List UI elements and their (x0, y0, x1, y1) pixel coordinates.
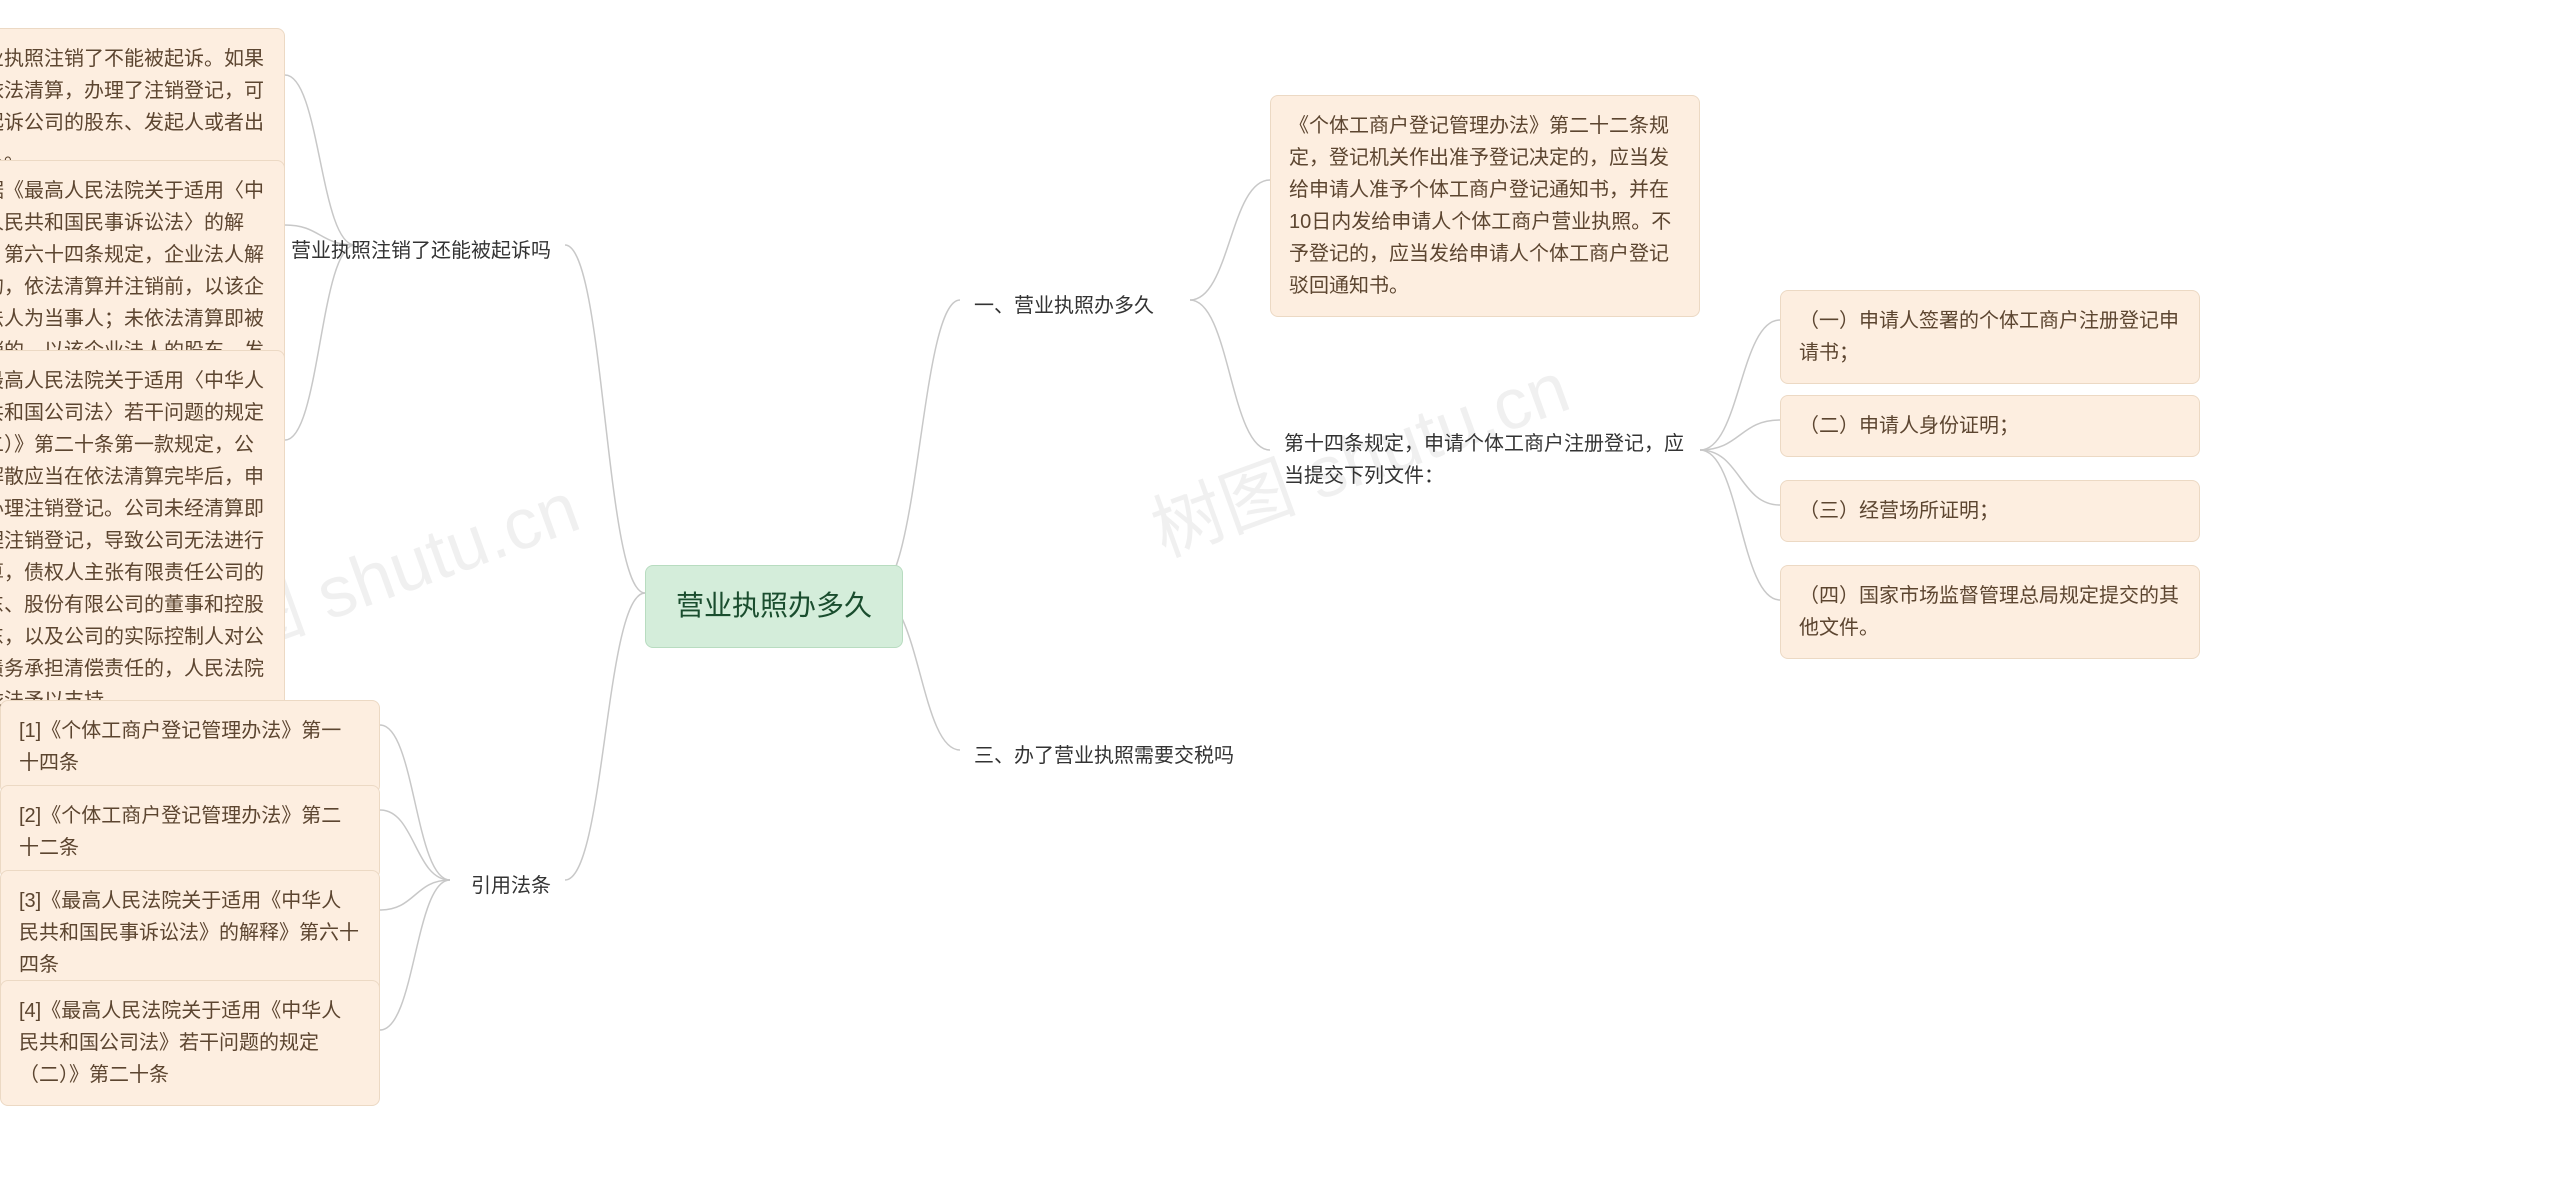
branch1-leaf4: （四）国家市场监督管理总局规定提交的其他文件。 (1780, 565, 2200, 659)
center-node: 营业执照办多久 (645, 565, 903, 648)
branch4-child1: [1]《个体工商户登记管理办法》第一十四条 (0, 700, 380, 794)
branch4-title: 引用法条 (457, 862, 565, 910)
branch1-child1: 《个体工商户登记管理办法》第二十二条规定，登记机关作出准予登记决定的，应当发给申… (1270, 95, 1700, 317)
branch2-title: 二、营业执照注销了还能被起诉吗 (237, 227, 565, 275)
branch1-leaf2: （二）申请人身份证明； (1780, 395, 2200, 457)
branch1-child2: 第十四条规定，申请个体工商户注册登记，应当提交下列文件： (1270, 420, 1700, 500)
branch4-child2: [2]《个体工商户登记管理办法》第二十二条 (0, 785, 380, 879)
branch1-leaf1: （一）申请人签署的个体工商户注册登记申请书； (1780, 290, 2200, 384)
branch4-child4: [4]《最高人民法院关于适用《中华人民共和国公司法》若干问题的规定（二）》第二十… (0, 980, 380, 1106)
branch1-title: 一、营业执照办多久 (960, 282, 1168, 330)
branch2-child3: 《最高人民法院关于适用〈中华人民共和国公司法〉若干问题的规定（二）》第二十条第一… (0, 350, 285, 732)
branch1-leaf3: （三）经营场所证明； (1780, 480, 2200, 542)
branch3-title: 三、办了营业执照需要交税吗 (960, 732, 1248, 780)
branch4-child3: [3]《最高人民法院关于适用《中华人民共和国民事诉讼法》的解释》第六十四条 (0, 870, 380, 996)
